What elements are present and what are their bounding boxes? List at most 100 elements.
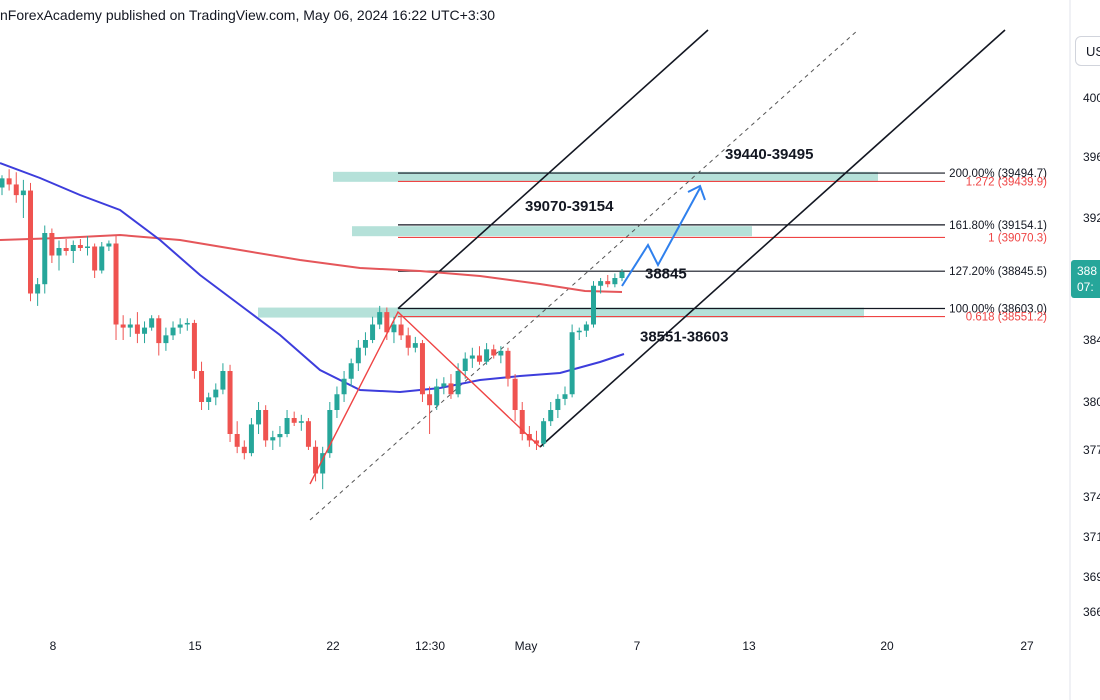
x-tick-label: 12:30 xyxy=(415,639,445,653)
candle-body xyxy=(327,410,333,454)
candle-body xyxy=(156,318,162,344)
candle-body xyxy=(134,324,140,334)
fib-level-label: 0.618 (38551.2) xyxy=(966,312,1047,324)
candle-body xyxy=(56,248,62,256)
x-tick-label: May xyxy=(515,639,538,653)
candle-body xyxy=(13,184,19,196)
candle-body xyxy=(334,394,340,410)
candle-body xyxy=(519,410,525,434)
x-axis: 8 15 22 12:30 May 7 13 20 27 xyxy=(50,639,1034,653)
candle-body xyxy=(576,330,582,333)
y-tick-label: 392 xyxy=(1083,211,1100,225)
candle-body xyxy=(241,446,247,454)
candle-body xyxy=(583,324,589,331)
candle-body xyxy=(0,178,5,188)
candle-body xyxy=(412,343,418,348)
candle-body xyxy=(191,322,197,371)
candle-body xyxy=(476,355,482,362)
candle-body xyxy=(541,421,547,444)
target-zone-band xyxy=(333,171,878,182)
candle-body xyxy=(405,335,411,348)
candle-body xyxy=(348,363,354,379)
candle-body xyxy=(569,332,575,395)
candle-body xyxy=(362,340,368,348)
candle-body xyxy=(99,246,105,271)
y-tick-label: 380 xyxy=(1083,395,1100,409)
candle-body xyxy=(213,389,219,398)
candles xyxy=(0,169,625,490)
candle-body xyxy=(85,246,91,248)
y-tick-label: 371 xyxy=(1083,530,1100,544)
candle-body xyxy=(184,322,190,325)
fib-level-label: 100.00% (38603.0) xyxy=(949,304,1047,316)
candle-body xyxy=(291,418,297,423)
candle-body xyxy=(234,434,240,447)
candle-body xyxy=(619,272,625,278)
candle-body xyxy=(256,410,262,425)
zone-label: 39440-39495 xyxy=(725,146,813,163)
candle-body xyxy=(355,347,361,364)
fib-labels: 200.00% (39494.7)1.272 (39439.9) 161.80% … xyxy=(949,168,1047,324)
candle-body xyxy=(263,410,269,441)
candle-body xyxy=(384,312,390,333)
candle-body xyxy=(434,386,440,406)
candle-body xyxy=(512,378,518,410)
x-tick-label: 22 xyxy=(326,639,340,653)
candle-body xyxy=(484,349,490,362)
candle-body xyxy=(605,281,611,285)
candle-body xyxy=(270,437,276,441)
candle-body xyxy=(63,248,69,251)
y-tick-label: 384 xyxy=(1083,333,1100,347)
candle-body xyxy=(106,243,112,247)
candle-body xyxy=(505,350,511,379)
candle-body xyxy=(227,371,233,434)
channel-upper-line xyxy=(397,29,709,310)
x-tick-label: 8 xyxy=(50,639,57,653)
candle-body xyxy=(77,245,83,248)
y-tick-label: 377 xyxy=(1083,443,1100,457)
candle-body xyxy=(284,418,290,434)
ma-red-line xyxy=(0,233,623,293)
candle-body xyxy=(149,318,155,328)
candle-body xyxy=(142,327,148,334)
countdown-value: 07: xyxy=(1077,280,1094,294)
currency-scale-button[interactable]: US xyxy=(1075,36,1100,66)
x-tick-label: 15 xyxy=(188,639,202,653)
candle-body xyxy=(448,383,454,395)
y-tick-label: 366 xyxy=(1083,605,1100,619)
fib-level-label: 161.80% (39154.1) xyxy=(949,220,1047,232)
annotation-lines xyxy=(309,184,706,485)
moving-average-lines xyxy=(0,162,625,394)
last-price-value: 388 xyxy=(1077,264,1098,278)
zone-bands xyxy=(258,171,878,318)
candle-body xyxy=(533,440,539,444)
candle-body xyxy=(277,434,283,438)
candle-body xyxy=(555,398,561,410)
candle-body xyxy=(498,350,504,356)
channel-lines xyxy=(309,29,1006,521)
y-tick-label: 374 xyxy=(1083,490,1100,504)
fib-level-label: 200.00% (39494.7) xyxy=(949,168,1047,180)
candle-body xyxy=(313,446,319,474)
candle-body xyxy=(562,394,568,399)
candle-body xyxy=(199,371,205,402)
y-tick-label: 400 xyxy=(1083,91,1100,105)
candle-body xyxy=(469,355,475,359)
candle-body xyxy=(370,324,376,340)
last-price-tag: 388 07: xyxy=(1071,260,1100,298)
swing-zigzag-line xyxy=(309,310,541,485)
candle-body xyxy=(491,349,497,356)
candle-body xyxy=(427,394,433,406)
y-tick-label: 396 xyxy=(1083,150,1100,164)
fib-lines xyxy=(398,172,945,318)
candle-body xyxy=(391,324,397,333)
x-tick-label: 27 xyxy=(1020,639,1034,653)
candle-body xyxy=(612,278,618,285)
zone-labels: 39440-39495 39070-39154 38845 38551-38603 xyxy=(525,146,813,346)
candle-body xyxy=(206,397,212,402)
candle-body xyxy=(398,324,404,336)
candle-body xyxy=(377,312,383,325)
candle-body xyxy=(548,410,554,422)
candle-body xyxy=(455,371,461,395)
